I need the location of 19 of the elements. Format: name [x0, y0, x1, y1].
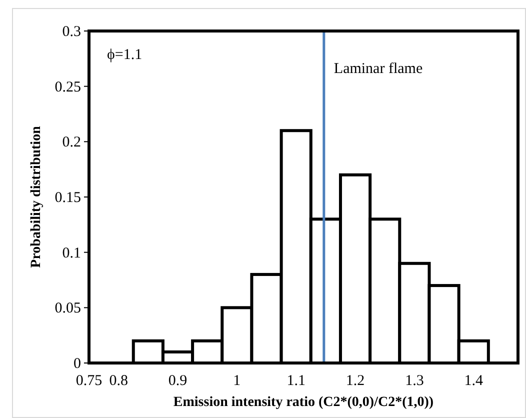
- x-tick-label: 1.4: [464, 373, 484, 389]
- y-tick-label: 0: [74, 356, 81, 372]
- x-axis-title: Emission intensity ratio (C2*(0,0)/C2*(1,0)): [173, 395, 434, 410]
- x-tick-label: 0.9: [168, 373, 188, 389]
- y-axis-title: Probability distribution: [29, 126, 44, 268]
- x-tick-label: 1: [233, 373, 241, 389]
- y-tick-label: 0.05: [54, 300, 81, 317]
- y-tick-label: 0.2: [62, 134, 81, 151]
- ref-line-label: Laminar flame: [334, 61, 423, 77]
- x-tick-label: 0.8: [109, 373, 128, 389]
- y-tick-label: 0.25: [54, 79, 81, 96]
- x-tick-label: 0.75: [76, 373, 102, 389]
- x-tick-label: 1.2: [346, 373, 365, 389]
- x-tick-label: 1.1: [286, 373, 306, 389]
- y-tick-label: 0.1: [62, 245, 81, 262]
- y-tick-label: 0.3: [62, 24, 81, 40]
- y-tick-label: 0.15: [54, 190, 81, 206]
- x-tick-label: 1.3: [405, 373, 424, 389]
- annotation: ϕ=1.1: [107, 47, 142, 63]
